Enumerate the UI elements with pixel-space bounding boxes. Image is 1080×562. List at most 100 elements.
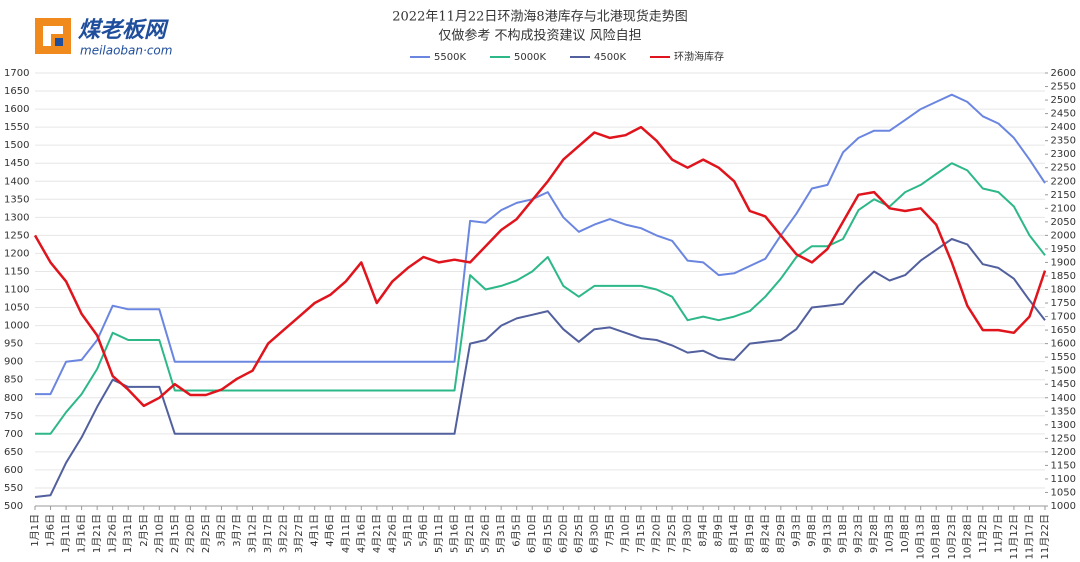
y2-tick-label: 1450 bbox=[1051, 379, 1076, 390]
x-tick-label: 3月7日 bbox=[231, 514, 243, 547]
y-tick-label: 1250 bbox=[4, 230, 29, 241]
y2-tick-label: 1300 bbox=[1051, 420, 1076, 431]
y-tick-label: 700 bbox=[4, 429, 23, 440]
x-tick-label: 9月8日 bbox=[806, 514, 818, 547]
y2-tick-label: 2150 bbox=[1051, 190, 1076, 201]
x-tick-label: 6月25日 bbox=[573, 514, 585, 553]
x-tick-label: 11月12日 bbox=[1008, 514, 1020, 559]
y-tick-label: 1550 bbox=[4, 122, 29, 133]
y2-tick-label: 2450 bbox=[1051, 109, 1076, 120]
y2-tick-label: 1500 bbox=[1051, 366, 1076, 377]
x-tick-label: 9月18日 bbox=[837, 514, 849, 553]
x-tick-label: 1月21日 bbox=[91, 514, 103, 553]
y2-tick-label: 2200 bbox=[1051, 176, 1076, 187]
x-tick-label: 8月14日 bbox=[728, 514, 740, 553]
y-tick-label: 1050 bbox=[4, 303, 29, 314]
logo-icon bbox=[35, 18, 71, 54]
y2-tick-label: 1950 bbox=[1051, 244, 1076, 255]
x-tick-label: 4月21日 bbox=[371, 514, 383, 553]
x-tick-label: 2月10日 bbox=[153, 514, 165, 553]
x-tick-label: 7月30日 bbox=[682, 514, 694, 553]
y2-tick-label: 1050 bbox=[1051, 487, 1076, 498]
y-tick-label: 900 bbox=[4, 357, 23, 368]
y2-tick-label: 1000 bbox=[1051, 501, 1076, 512]
legend-label: 5000K bbox=[514, 52, 546, 63]
x-tick-label: 5月6日 bbox=[417, 514, 429, 547]
chart-title: 2022年11月22日环渤海8港库存与北港现货走势图 bbox=[392, 9, 687, 25]
y-tick-label: 800 bbox=[4, 393, 23, 404]
y-tick-label: 1650 bbox=[4, 86, 29, 97]
x-tick-label: 5月1日 bbox=[402, 514, 414, 547]
y2-tick-label: 1350 bbox=[1051, 406, 1076, 417]
x-tick-label: 5月26日 bbox=[480, 514, 492, 553]
y-tick-label: 1300 bbox=[4, 212, 29, 223]
x-tick-label: 11月17日 bbox=[1023, 514, 1035, 559]
x-tick-label: 9月13日 bbox=[821, 514, 833, 553]
x-tick-label: 7月15日 bbox=[635, 514, 647, 553]
x-tick-label: 4月26日 bbox=[386, 514, 398, 553]
y2-tick-label: 1600 bbox=[1051, 339, 1076, 350]
y2-tick-label: 1850 bbox=[1051, 271, 1076, 282]
x-tick-label: 9月28日 bbox=[868, 514, 880, 553]
series-line bbox=[35, 162, 1046, 435]
x-tick-label: 10月3日 bbox=[884, 514, 896, 553]
logo-name: 煤老板网 bbox=[78, 18, 169, 43]
x-tick-label: 7月10日 bbox=[619, 514, 631, 553]
y2-tick-label: 1700 bbox=[1051, 312, 1076, 323]
y2-tick-label: 2400 bbox=[1051, 122, 1076, 133]
x-tick-label: 1月6日 bbox=[45, 514, 57, 547]
x-tick-label: 8月4日 bbox=[697, 514, 709, 547]
y-tick-label: 750 bbox=[4, 411, 23, 422]
y2-tick-label: 1150 bbox=[1051, 460, 1076, 471]
x-tick-label: 7月25日 bbox=[666, 514, 678, 553]
y2-tick-label: 2300 bbox=[1051, 149, 1076, 160]
y2-tick-label: 2050 bbox=[1051, 217, 1076, 228]
x-tick-label: 4月6日 bbox=[324, 514, 336, 547]
y2-tick-label: 2550 bbox=[1051, 82, 1076, 93]
logo: 煤老板网 meilaoban·com bbox=[35, 18, 172, 58]
y-tick-label: 950 bbox=[4, 339, 23, 350]
y2-tick-label: 2500 bbox=[1051, 95, 1076, 106]
y2-tick-label: 2000 bbox=[1051, 230, 1076, 241]
x-tick-label: 8月24日 bbox=[759, 514, 771, 553]
y-tick-label: 1450 bbox=[4, 158, 29, 169]
y-tick-label: 500 bbox=[4, 501, 23, 512]
x-tick-label: 3月27日 bbox=[293, 514, 305, 553]
x-tick-label: 2月5日 bbox=[138, 514, 150, 547]
x-tick-label: 11月2日 bbox=[977, 514, 989, 553]
x-tick-label: 3月17日 bbox=[262, 514, 274, 553]
logo-url: meilaoban·com bbox=[80, 44, 172, 58]
x-tick-label: 6月10日 bbox=[526, 514, 538, 553]
x-tick-label: 5月11日 bbox=[433, 514, 445, 553]
x-tick-label: 1月31日 bbox=[122, 514, 134, 553]
x-tick-label: 7月5日 bbox=[604, 514, 616, 547]
y2-tick-label: 1800 bbox=[1051, 285, 1076, 296]
y2-tick-label: 1750 bbox=[1051, 298, 1076, 309]
x-tick-label: 10月23日 bbox=[946, 514, 958, 559]
y-tick-label: 1400 bbox=[4, 176, 29, 187]
y-tick-label: 1150 bbox=[4, 266, 29, 277]
x-tick-label: 1月1日 bbox=[29, 514, 41, 547]
y2-tick-label: 2100 bbox=[1051, 203, 1076, 214]
x-tick-label: 9月3日 bbox=[790, 514, 802, 547]
x-tick-label: 1月16日 bbox=[76, 514, 88, 553]
x-tick-label: 8月29日 bbox=[775, 514, 787, 553]
x-tick-label: 6月20日 bbox=[557, 514, 569, 553]
x-tick-label: 9月23日 bbox=[853, 514, 865, 553]
y2-tick-label: 1550 bbox=[1051, 352, 1076, 363]
y2-tick-label: 2350 bbox=[1051, 136, 1076, 147]
y-tick-label: 1600 bbox=[4, 104, 29, 115]
x-tick-label: 2月15日 bbox=[169, 514, 181, 553]
logo-icon-shape bbox=[55, 38, 63, 46]
y-tick-label: 1700 bbox=[4, 68, 29, 79]
series-line bbox=[35, 93, 1046, 396]
x-tick-label: 6月5日 bbox=[511, 514, 523, 547]
y-tick-label: 1000 bbox=[4, 321, 29, 332]
y2-tick-label: 2600 bbox=[1051, 68, 1076, 79]
x-tick-label: 11月22日 bbox=[1039, 514, 1051, 559]
x-tick-label: 8月9日 bbox=[713, 514, 725, 547]
x-tick-label: 10月18日 bbox=[930, 514, 942, 559]
chart-subtitle: 仅做参考 不构成投资建议 风险自担 bbox=[438, 28, 641, 44]
